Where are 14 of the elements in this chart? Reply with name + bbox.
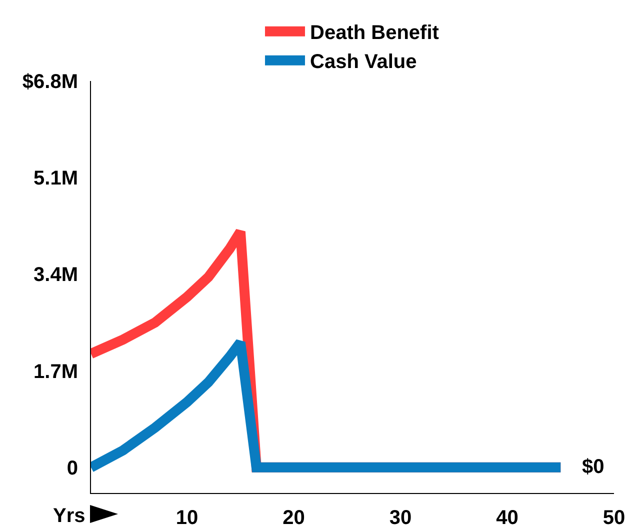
x-tick-label: 50 [602, 507, 626, 529]
x-tick-label: 10 [176, 507, 198, 529]
y-tick-label: 3.4M [34, 264, 78, 286]
y-tick-label: 1.7M [34, 360, 78, 383]
legend-label: Death Benefit [310, 22, 440, 44]
y-tick-label: 0 [66, 457, 78, 480]
x-tick-label: 40 [496, 507, 518, 529]
annotation: $0 [582, 456, 604, 478]
y-tick-label: $6.8M [22, 71, 78, 93]
y-tick-label: 5.1M [34, 168, 78, 190]
x-axis-title: Yrs [53, 505, 86, 527]
legend-label: Cash Value [310, 51, 417, 74]
x-tick-label: 30 [389, 507, 412, 529]
x-tick-label: 20 [282, 507, 305, 529]
